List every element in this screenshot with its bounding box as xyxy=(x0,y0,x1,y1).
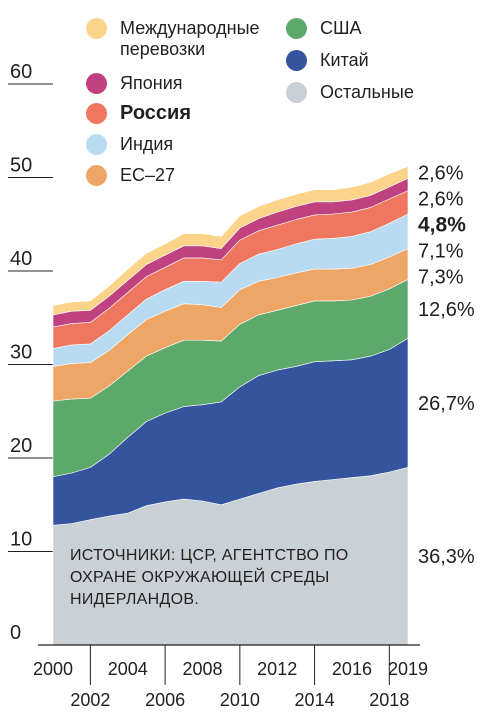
legend-label: Остальные xyxy=(320,82,414,102)
legend-label: ЕС–27 xyxy=(120,165,176,185)
y-tick-label: 10 xyxy=(10,529,32,551)
share-label-остальные: 36,3% xyxy=(418,546,475,568)
legend-swatch xyxy=(286,82,307,103)
x-tick-label: 2008 xyxy=(182,659,222,679)
legend-item-индия: Индия xyxy=(86,134,173,155)
x-tick-label: 2019 xyxy=(388,659,428,679)
legend-label: США xyxy=(320,18,362,38)
x-tick-label: 2000 xyxy=(33,659,73,679)
share-label-международные-перевозки: 2,6% xyxy=(418,162,464,184)
legend-label: Россия xyxy=(120,102,192,124)
share-label-россия: 4,8% xyxy=(418,213,466,236)
legend-label: Индия xyxy=(120,134,174,154)
share-label-ес-27: 7,3% xyxy=(418,266,464,288)
x-tick-label: 2006 xyxy=(145,690,185,710)
y-axis: 0 10 20 30 40 50 60 xyxy=(8,61,53,644)
area-международные-перевозки xyxy=(52,166,409,316)
legend-label: Япония xyxy=(120,73,183,93)
source-note: ИСТОЧНИКИ: ЦСР, АГЕНТСТВО ПО ОХРАНЕ ОКРУ… xyxy=(70,547,349,608)
legend-swatch xyxy=(86,103,107,124)
legend-item-япония: Япония xyxy=(86,73,183,94)
area-series-group xyxy=(52,166,409,646)
y-tick-label: 50 xyxy=(10,155,32,177)
legend-label: Международные перевозки xyxy=(120,18,260,59)
x-tick-label: 2016 xyxy=(332,659,372,679)
legend-item-россия: Россия xyxy=(86,103,191,124)
share-label-китай: 26,7% xyxy=(418,393,475,415)
y-tick-label: 30 xyxy=(10,342,32,364)
share-label-индия: 7,1% xyxy=(418,240,464,262)
x-tick-label: 2004 xyxy=(108,659,148,679)
y-tick-label: 0 xyxy=(10,622,21,644)
legend-swatch xyxy=(86,18,107,39)
share-labels: 36,3% 26,7% 12,6% 7,3% 7,1% 4,8% 2,6% 2,6% xyxy=(418,162,475,568)
legend-item-остальные: Остальные xyxy=(286,82,414,103)
legend-item-китай: Китай xyxy=(286,50,369,71)
y-tick-label: 20 xyxy=(10,435,32,457)
x-tick-label: 2018 xyxy=(369,690,409,710)
legend-swatch xyxy=(286,18,307,39)
share-label-япония: 2,6% xyxy=(418,188,464,210)
x-axis: 2000 2004 2008 2012 2016 2019 2002 2006 2010 2014… xyxy=(33,644,428,710)
x-tick-label: 2012 xyxy=(257,659,297,679)
y-tick-label: 40 xyxy=(10,248,32,270)
legend-swatch xyxy=(286,50,307,71)
x-tick-label: 2014 xyxy=(295,690,335,710)
legend-swatch xyxy=(86,165,107,186)
legend-swatch xyxy=(86,134,107,155)
legend-item-сша: США xyxy=(286,18,362,39)
share-label-сша: 12,6% xyxy=(418,299,475,321)
y-tick-label: 60 xyxy=(10,61,32,83)
legend-swatch xyxy=(86,73,107,94)
legend-item-международные-перевозки: Международные перевозки xyxy=(86,18,280,60)
x-tick-label: 2010 xyxy=(220,690,260,710)
x-tick-label: 2002 xyxy=(70,690,110,710)
legend-label: Китай xyxy=(320,50,369,70)
legend-item-ес-27: ЕС–27 xyxy=(86,165,175,186)
